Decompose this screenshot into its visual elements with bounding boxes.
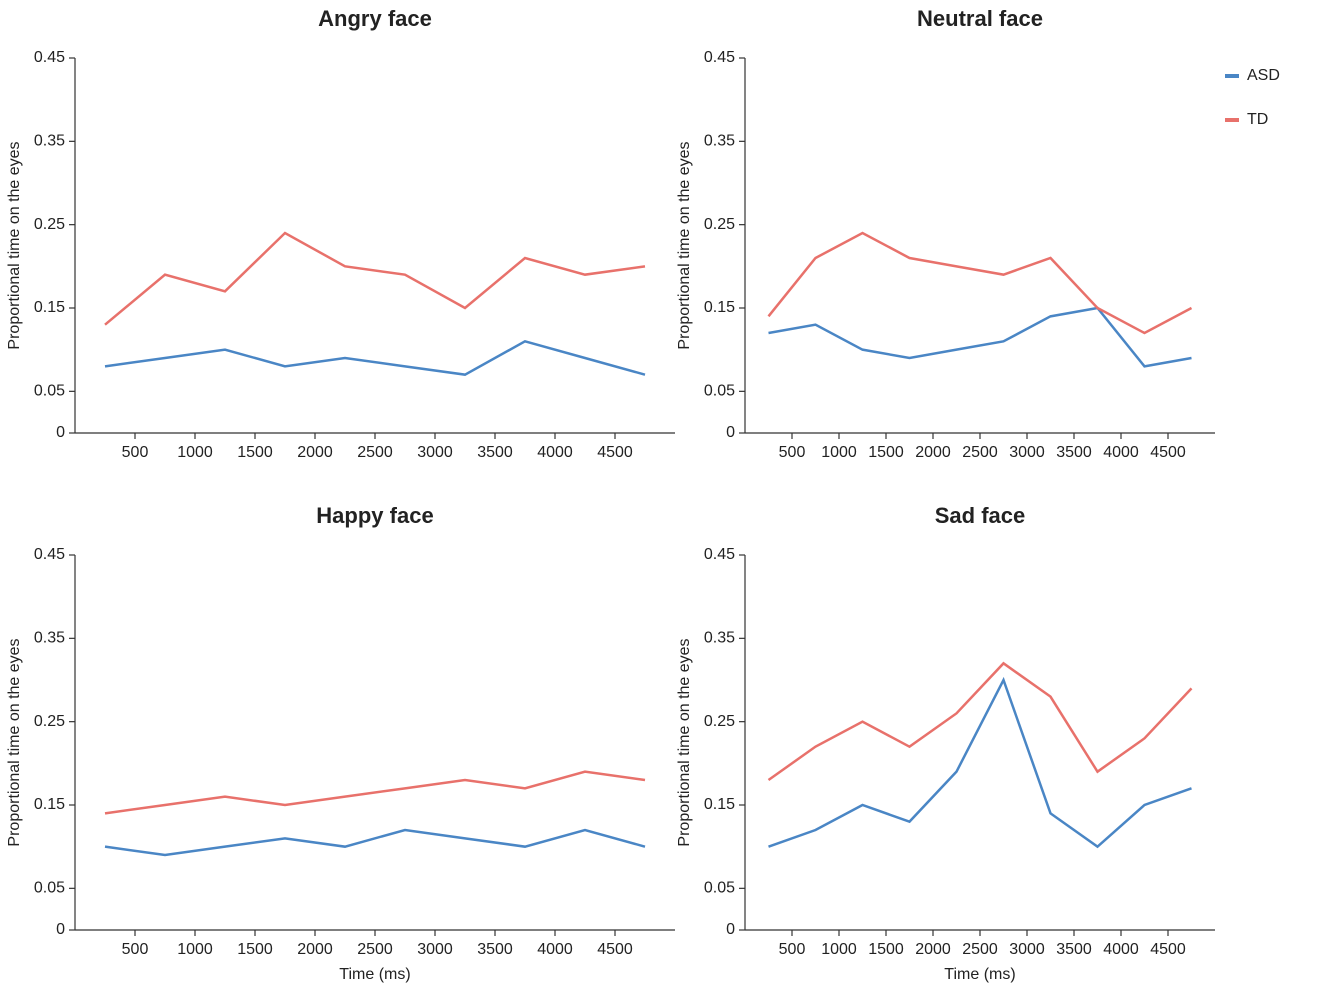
x-tick-label: 4000 — [537, 941, 573, 958]
x-tick-label: 3500 — [1056, 444, 1092, 461]
y-axis-title: Proportional time on the eyes — [6, 638, 23, 846]
legend-label: TD — [1247, 111, 1268, 128]
y-tick-label: 0.25 — [34, 713, 65, 730]
data-line — [104, 828, 646, 857]
chart-title: Neutral face — [917, 6, 1043, 31]
y-tick-label: 0.35 — [34, 133, 65, 150]
legend-label: ASD — [1247, 67, 1280, 84]
x-tick-label: 4500 — [1150, 444, 1186, 461]
data-line — [104, 770, 646, 815]
y-tick-label: 0.15 — [704, 299, 735, 316]
x-tick-label: 1500 — [868, 941, 904, 958]
x-tick-label: 2000 — [297, 941, 333, 958]
x-tick-label: 4500 — [1150, 941, 1186, 958]
y-tick-label: 0.15 — [34, 796, 65, 813]
y-tick-label: 0 — [56, 424, 65, 441]
y-axis-title: Proportional time on the eyes — [676, 638, 693, 846]
x-tick-label: 2000 — [915, 941, 951, 958]
chart-title: Sad face — [935, 503, 1026, 528]
x-tick-label: 2500 — [962, 444, 998, 461]
data-line — [767, 661, 1193, 782]
y-tick-label: 0.15 — [34, 299, 65, 316]
y-tick-label: 0.45 — [34, 546, 65, 563]
y-tick-label: 0.45 — [34, 49, 65, 66]
x-tick-label: 1500 — [868, 444, 904, 461]
x-tick-label: 2000 — [915, 444, 951, 461]
y-tick-label: 0.05 — [704, 383, 735, 400]
y-tick-label: 0.45 — [704, 49, 735, 66]
x-tick-label: 4000 — [537, 444, 573, 461]
data-line — [767, 231, 1193, 335]
x-axis-title: Time (ms) — [339, 966, 410, 983]
x-tick-label: 3500 — [477, 941, 513, 958]
x-tick-label: 3500 — [1056, 941, 1092, 958]
x-tick-label: 3000 — [1009, 941, 1045, 958]
x-tick-label: 3000 — [417, 941, 453, 958]
x-tick-label: 2500 — [357, 941, 393, 958]
x-tick-label: 4000 — [1103, 444, 1139, 461]
y-tick-label: 0.25 — [704, 713, 735, 730]
chart-title: Happy face — [316, 503, 433, 528]
x-tick-label: 2500 — [962, 941, 998, 958]
x-tick-label: 4500 — [597, 444, 633, 461]
x-tick-label: 2000 — [297, 444, 333, 461]
x-tick-label: 500 — [779, 444, 806, 461]
y-tick-label: 0.25 — [704, 216, 735, 233]
y-tick-label: 0 — [56, 921, 65, 938]
y-tick-label: 0.45 — [704, 546, 735, 563]
x-tick-label: 4500 — [597, 941, 633, 958]
data-line — [768, 306, 1192, 368]
x-tick-label: 500 — [122, 941, 149, 958]
data-line — [104, 231, 646, 326]
y-axis-title: Proportional time on the eyes — [6, 141, 23, 349]
y-tick-label: 0.05 — [34, 880, 65, 897]
x-tick-label: 1000 — [177, 941, 213, 958]
x-tick-label: 1000 — [821, 444, 857, 461]
x-tick-label: 500 — [779, 941, 806, 958]
x-tick-label: 3000 — [1009, 444, 1045, 461]
x-tick-label: 500 — [122, 444, 149, 461]
y-tick-label: 0 — [726, 921, 735, 938]
y-tick-label: 0.35 — [704, 133, 735, 150]
y-tick-label: 0.25 — [34, 216, 65, 233]
y-tick-label: 0.35 — [34, 630, 65, 647]
data-line — [768, 676, 1192, 849]
y-tick-label: 0.15 — [704, 796, 735, 813]
x-tick-label: 1500 — [237, 941, 273, 958]
y-tick-label: 0.35 — [704, 630, 735, 647]
chart-title: Angry face — [318, 6, 432, 31]
y-tick-label: 0.05 — [34, 383, 65, 400]
x-axis-title: Time (ms) — [944, 966, 1015, 983]
x-tick-label: 1500 — [237, 444, 273, 461]
x-tick-label: 3500 — [477, 444, 513, 461]
x-tick-label: 1000 — [177, 444, 213, 461]
data-line — [104, 339, 646, 376]
x-tick-label: 4000 — [1103, 941, 1139, 958]
y-tick-label: 0.05 — [704, 880, 735, 897]
x-tick-label: 1000 — [821, 941, 857, 958]
y-tick-label: 0 — [726, 424, 735, 441]
y-axis-title: Proportional time on the eyes — [676, 141, 693, 349]
x-tick-label: 3000 — [417, 444, 453, 461]
x-tick-label: 2500 — [357, 444, 393, 461]
